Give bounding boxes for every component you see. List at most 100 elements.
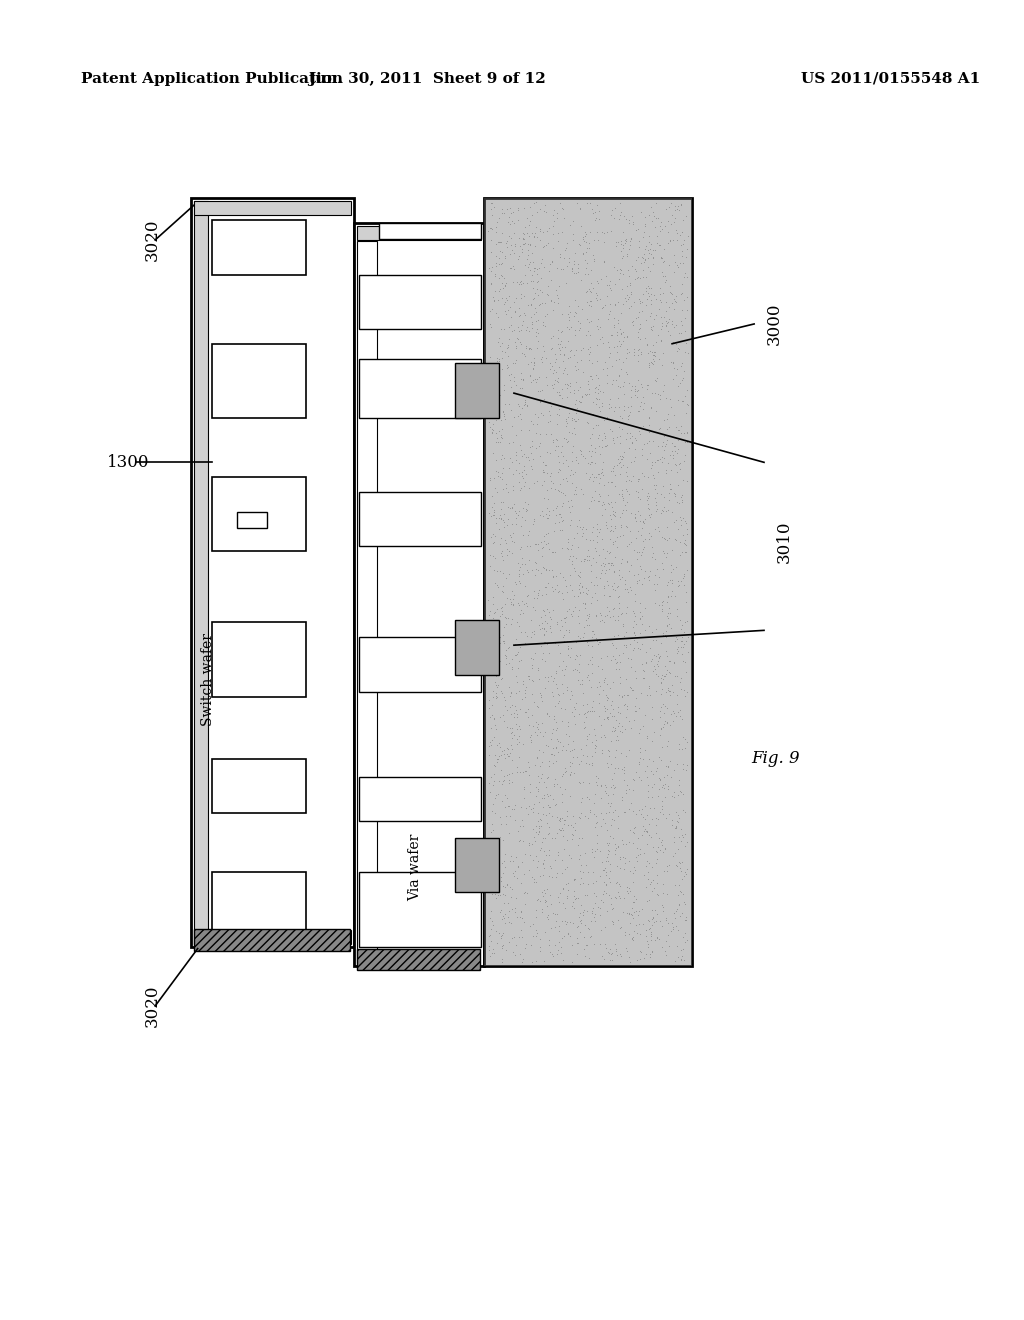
Point — [674, 902, 690, 923]
Point — [517, 882, 534, 903]
Point — [652, 329, 669, 350]
Point — [527, 643, 544, 664]
Point — [494, 601, 510, 622]
Point — [579, 583, 595, 605]
Point — [574, 694, 591, 715]
Point — [605, 561, 622, 582]
Point — [567, 422, 584, 444]
Point — [587, 909, 603, 931]
Point — [482, 945, 499, 966]
Point — [584, 746, 600, 767]
Point — [669, 628, 685, 649]
Point — [604, 370, 621, 391]
Point — [556, 624, 572, 645]
Point — [539, 907, 555, 928]
Point — [599, 820, 615, 841]
Point — [527, 437, 544, 458]
Point — [618, 696, 635, 717]
Point — [584, 352, 600, 374]
Bar — [455, 363, 499, 418]
Point — [675, 391, 691, 412]
Point — [483, 730, 500, 751]
Point — [497, 202, 513, 223]
Point — [588, 735, 604, 756]
Point — [486, 771, 503, 792]
Point — [606, 609, 623, 630]
Point — [664, 581, 680, 602]
Point — [522, 235, 539, 256]
Point — [521, 669, 538, 690]
Point — [670, 375, 686, 396]
Point — [529, 330, 546, 351]
Point — [562, 372, 579, 393]
Point — [656, 696, 673, 717]
Point — [652, 706, 669, 727]
Point — [662, 281, 678, 302]
Point — [586, 466, 602, 487]
Point — [614, 351, 631, 372]
Point — [523, 308, 540, 329]
Point — [531, 218, 548, 239]
Point — [541, 539, 557, 560]
Point — [604, 421, 621, 442]
Point — [658, 312, 675, 333]
Point — [659, 453, 676, 474]
Point — [599, 574, 615, 595]
Point — [613, 513, 630, 535]
Point — [651, 767, 668, 788]
Point — [517, 500, 534, 521]
Point — [538, 293, 554, 314]
Point — [611, 259, 628, 280]
Point — [605, 428, 622, 449]
Point — [558, 432, 574, 453]
Point — [577, 717, 593, 738]
Point — [641, 260, 657, 281]
Point — [578, 752, 594, 774]
Point — [560, 639, 577, 660]
Point — [608, 651, 625, 672]
Point — [566, 301, 583, 322]
Point — [538, 583, 554, 605]
Point — [549, 862, 565, 883]
Point — [673, 195, 689, 216]
Point — [603, 471, 620, 492]
Point — [489, 347, 506, 368]
Point — [574, 627, 591, 648]
Point — [513, 873, 529, 894]
Point — [616, 569, 633, 590]
Point — [556, 925, 572, 946]
Point — [673, 487, 689, 508]
Point — [666, 781, 682, 803]
Point — [659, 924, 676, 945]
Point — [488, 718, 505, 739]
Point — [558, 272, 574, 293]
Point — [582, 220, 598, 242]
Point — [645, 475, 662, 496]
Point — [580, 900, 596, 921]
Point — [628, 668, 644, 689]
Point — [502, 213, 518, 234]
Point — [581, 808, 597, 829]
Point — [653, 247, 670, 268]
Point — [673, 861, 689, 882]
Point — [534, 252, 550, 273]
Point — [564, 660, 581, 681]
Point — [569, 916, 586, 937]
Point — [508, 573, 524, 594]
Point — [622, 521, 638, 543]
Point — [651, 447, 668, 469]
Point — [542, 391, 558, 412]
Point — [674, 490, 690, 511]
Point — [635, 259, 651, 280]
Point — [513, 363, 529, 384]
Point — [548, 429, 564, 450]
Point — [612, 457, 629, 478]
Point — [583, 925, 599, 946]
Point — [585, 873, 601, 894]
Point — [568, 693, 585, 714]
Point — [501, 393, 517, 414]
Point — [506, 259, 522, 280]
Point — [493, 265, 509, 286]
Point — [582, 467, 598, 488]
Point — [513, 553, 529, 574]
